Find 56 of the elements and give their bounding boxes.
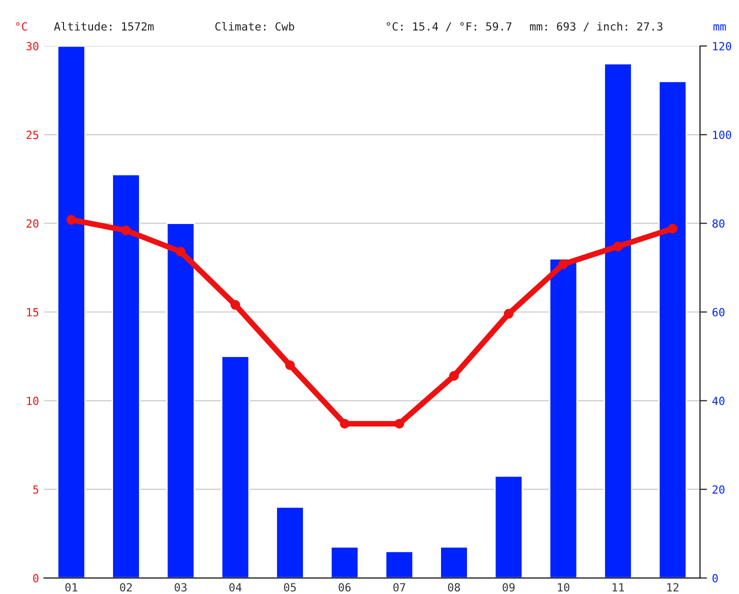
point [121, 226, 131, 236]
y-axis-title: °C [16, 22, 27, 31]
x-tick-label: 01 [65, 583, 78, 592]
x-tick-label: 02 [120, 583, 132, 592]
point [340, 418, 350, 429]
x-tick-label: 03 [174, 583, 187, 592]
y2-tick-label: 120 [713, 42, 732, 50]
y2-axis-title: mm [714, 24, 726, 30]
bar [658, 80, 688, 578]
text: mm: 693 / inch: 27.3 [530, 22, 662, 32]
point [394, 418, 404, 429]
y2-tick-label: 60 [712, 308, 724, 316]
text: Altitude: 1572m [54, 22, 154, 31]
point [66, 214, 76, 225]
bar [494, 475, 524, 578]
bar [330, 546, 360, 578]
y-tick-label: 10 [27, 396, 38, 406]
bar [548, 258, 578, 578]
point [176, 246, 186, 257]
point [613, 242, 623, 252]
point [558, 259, 568, 269]
bar [440, 546, 468, 578]
y-tick-label: 0 [33, 574, 38, 582]
y-tick-label: 15 [27, 308, 38, 316]
y2-tick-label: 80 [712, 219, 724, 228]
y-tick-label: 30 [26, 42, 38, 50]
x-tick-label: 09 [502, 583, 515, 592]
point [504, 308, 514, 319]
x-tick-label: 11 [612, 583, 624, 592]
y2-tick-label: 20 [712, 485, 724, 494]
x-tick-label: 04 [229, 583, 242, 592]
x-tick-label: 08 [448, 583, 460, 592]
x-tick-label: 10 [558, 583, 570, 592]
y2-tick-label: 40 [712, 396, 724, 406]
x-tick-label: 05 [284, 583, 296, 592]
y2-tick-label: 100 [713, 130, 732, 140]
bar [166, 222, 196, 578]
bar [276, 506, 304, 578]
y-tick-label: 20 [26, 219, 38, 228]
text: Climate: Cwb [215, 22, 294, 31]
point [449, 370, 459, 381]
y-tick-label: 25 [26, 130, 38, 140]
y-tick-label: 5 [33, 485, 38, 494]
point [230, 300, 240, 310]
x-tick-label: 12 [667, 583, 678, 592]
bar [604, 63, 632, 578]
point [668, 224, 678, 234]
bar [384, 550, 414, 578]
x-tick-label: 06 [338, 583, 351, 592]
bar [112, 174, 140, 578]
bar [56, 46, 86, 578]
x-tick-label: 07 [393, 583, 406, 592]
text: °C: 15.4 / °F: 59.7 [386, 22, 512, 32]
bar [220, 356, 250, 578]
point [285, 360, 295, 370]
y2-tick-label: 0 [712, 574, 718, 582]
